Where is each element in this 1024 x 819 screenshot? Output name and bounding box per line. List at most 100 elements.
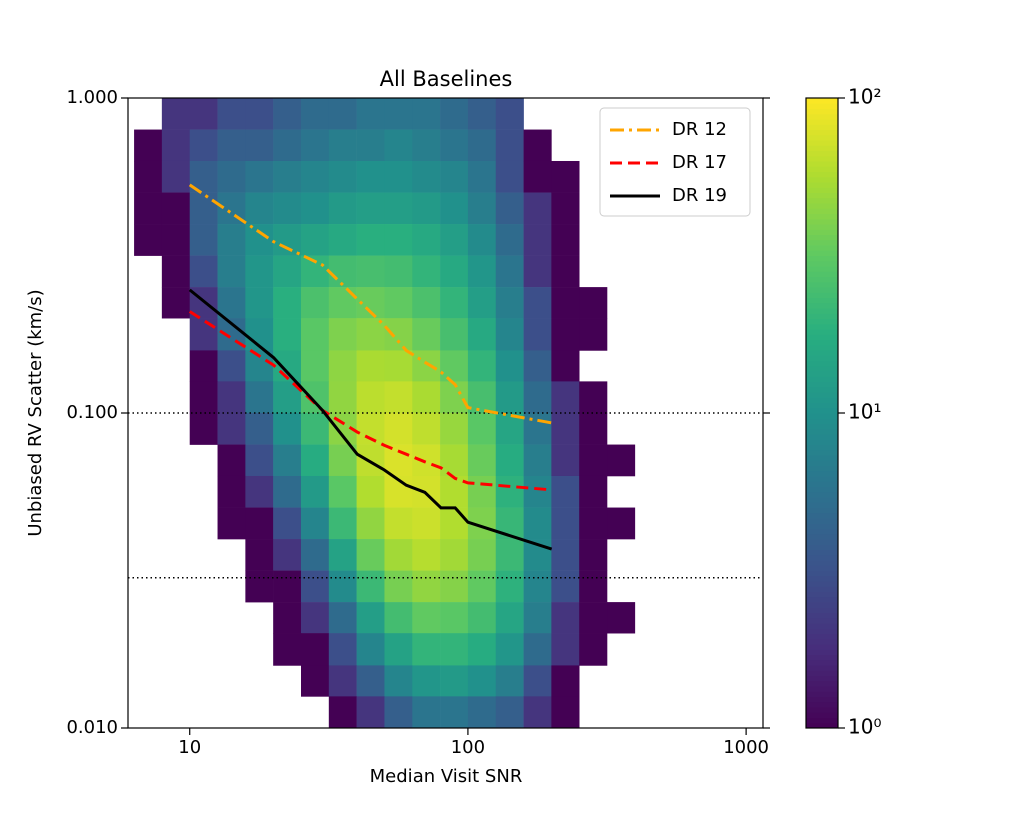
heatmap-cell — [134, 413, 162, 445]
heatmap-cell — [495, 224, 524, 256]
colorbar-segment — [806, 98, 838, 104]
heatmap-cell — [412, 318, 441, 351]
heatmap-cell — [245, 255, 274, 288]
heatmap-cell — [495, 98, 524, 130]
heatmap-cell — [245, 507, 274, 540]
heatmap-cell — [607, 256, 635, 288]
data-line — [188, 288, 553, 551]
heatmap-cell — [440, 287, 469, 319]
colorbar-segment — [806, 287, 838, 293]
heatmap-cell — [273, 98, 302, 130]
colorbar-segment — [806, 266, 838, 272]
heatmap-cell — [245, 475, 274, 508]
heatmap-cell — [190, 508, 218, 540]
colorbar-segment — [806, 696, 838, 703]
colorbar-segment — [806, 255, 838, 262]
heatmap-cell — [301, 507, 330, 540]
colorbar-segment — [806, 197, 838, 204]
heatmap-cell — [607, 444, 636, 477]
heatmap-cell — [551, 602, 580, 634]
heatmap-cell — [551, 318, 580, 351]
colorbar-segment — [806, 155, 838, 162]
heatmap-cell — [579, 507, 608, 540]
heatmap-cell — [440, 98, 469, 130]
colorbar-segment — [806, 502, 838, 508]
heatmap-cell — [301, 444, 330, 477]
heatmap-cell — [162, 476, 190, 508]
colorbar-segment — [806, 224, 838, 230]
colorbar-segment — [806, 292, 838, 298]
heatmap-cell — [467, 98, 497, 130]
heatmap-cell — [190, 665, 218, 696]
heatmap-cell — [245, 224, 274, 256]
colorbar-segment — [806, 654, 838, 661]
colorbar-segment — [806, 239, 838, 246]
heatmap-cell — [384, 129, 413, 162]
heatmap-cell — [189, 413, 218, 445]
colorbar-segment — [806, 334, 838, 340]
heatmap-cell — [495, 255, 524, 288]
heatmap-cell — [384, 539, 413, 571]
heatmap-cell — [412, 160, 441, 193]
heatmap-cell — [467, 350, 497, 382]
heatmap-cell — [328, 475, 357, 508]
heatmap-cell — [523, 475, 552, 508]
colorbar-segment — [806, 423, 838, 430]
heatmap-cell — [245, 381, 274, 414]
heatmap-cell — [273, 224, 302, 256]
heatmap-cell — [412, 413, 441, 445]
heatmap-cell — [245, 287, 274, 319]
heatmap-cell — [607, 696, 635, 728]
heatmap-cell — [356, 129, 385, 162]
heatmap-cell — [440, 602, 469, 634]
colorbar-segment — [806, 119, 838, 125]
heatmap-cell — [412, 633, 441, 666]
heatmap-cell — [579, 475, 608, 508]
colorbar-segment — [806, 234, 838, 241]
heatmap-cell — [328, 160, 357, 193]
heatmap-cell — [301, 160, 330, 193]
colorbar-segment — [806, 607, 838, 613]
colorbar-segment — [806, 544, 838, 550]
heatmap-cell — [523, 381, 552, 414]
heatmap-cell — [245, 98, 274, 130]
heatmap-cell — [245, 665, 273, 696]
heatmap-cell — [467, 255, 497, 288]
heatmap-cell — [328, 539, 357, 571]
heatmap-cell — [301, 602, 330, 634]
heatmap-cell — [495, 192, 524, 225]
heatmap-cell — [440, 318, 469, 351]
colorbar-segment — [806, 271, 838, 277]
colorbar-segment — [806, 434, 838, 440]
heatmap-cell — [440, 192, 469, 225]
colorbar-tick-label: 10² — [848, 85, 881, 109]
heatmap-cell — [579, 665, 607, 696]
y-tick-label: 1.000 — [66, 87, 118, 108]
heatmap-cell — [356, 192, 385, 225]
heatmap-cell — [579, 287, 608, 319]
colorbar-segment — [806, 612, 838, 619]
colorbar-segment — [806, 581, 838, 587]
heatmap-cell — [190, 602, 218, 633]
heatmap-cell — [301, 570, 330, 603]
heatmap-cell — [356, 318, 385, 351]
heatmap-cell — [162, 696, 190, 728]
colorbar-segment — [806, 549, 838, 556]
legend-box — [599, 107, 751, 217]
colorbar-segment — [806, 397, 838, 403]
heatmap-cell — [440, 665, 469, 697]
heatmap-cell — [384, 570, 413, 603]
heatmap-cell — [273, 287, 302, 319]
heatmap-cell — [217, 98, 246, 130]
colorbar-segment — [806, 460, 838, 466]
heatmap-cell — [440, 160, 469, 193]
heatmap-cell — [579, 696, 607, 728]
heatmap-cell — [217, 350, 246, 382]
heatmap-cell — [301, 350, 330, 382]
heatmap-cell — [217, 255, 246, 288]
heatmap-cell — [356, 665, 385, 697]
heatmap-cell — [189, 350, 218, 382]
heatmap-cell — [301, 129, 330, 162]
heatmap-cell — [161, 224, 191, 256]
colorbar-tick-label: 10⁰ — [848, 715, 881, 739]
